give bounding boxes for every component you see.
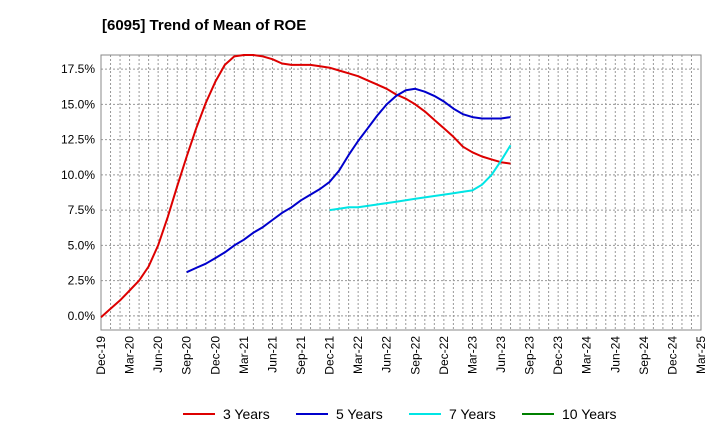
y-tick-label: 15.0% [61, 97, 95, 111]
x-tick-label: Jun-21 [265, 336, 279, 373]
legend-label: 7 Years [449, 406, 496, 422]
y-tick-label: 10.0% [61, 168, 95, 182]
y-tick-label: 0.0% [68, 309, 96, 323]
legend-item: 7 Years [409, 406, 496, 422]
x-tick-label: Sep-24 [637, 336, 651, 375]
y-axis-ticks: 0.0% 2.5% 5.0% 7.5% 10.0% 12.5% 15.0% 17.5% [61, 62, 95, 323]
x-tick-label: Sep-22 [408, 336, 422, 375]
y-tick-label: 17.5% [61, 62, 95, 76]
y-tick-label: 2.5% [68, 274, 96, 288]
x-tick-label: Sep-21 [294, 336, 308, 375]
x-tick-label: Dec-24 [665, 336, 679, 375]
chart-title: [6095] Trend of Mean of ROE [102, 17, 306, 34]
series-lines [100, 54, 512, 319]
x-tick-label: Mar-21 [237, 336, 251, 374]
legend-label: 10 Years [562, 406, 617, 422]
x-tick-label: Mar-23 [465, 336, 479, 374]
legend: 3 Years 5 Years 7 Years 10 Years [183, 406, 617, 422]
x-tick-label: Dec-23 [551, 336, 565, 375]
y-tick-label: 12.5% [61, 133, 95, 147]
y-tick-label: 7.5% [68, 203, 96, 217]
legend-item: 10 Years [522, 406, 617, 422]
x-tick-label: Mar-22 [351, 336, 365, 374]
legend-label: 3 Years [223, 406, 270, 422]
x-tick-label: Sep-20 [180, 336, 194, 375]
x-tick-label: Mar-20 [123, 336, 137, 374]
legend-item: 3 Years [183, 406, 270, 422]
x-tick-label: Dec-21 [323, 336, 337, 375]
x-tick-label: Jun-22 [380, 336, 394, 373]
x-tick-label: Jun-23 [494, 336, 508, 373]
y-tick-label: 5.0% [68, 238, 96, 252]
series-line [329, 144, 512, 212]
plot-frame [100, 54, 702, 331]
x-tick-label: Dec-19 [94, 336, 108, 375]
legend-item: 5 Years [296, 406, 383, 422]
x-tick-label: Dec-22 [437, 336, 451, 375]
x-tick-label: Sep-23 [523, 336, 537, 375]
series-line [186, 87, 511, 274]
x-tick-label: Jun-24 [608, 336, 622, 373]
x-tick-label: Dec-20 [208, 336, 222, 375]
x-tick-label: Jun-20 [151, 336, 165, 373]
x-axis-ticks: Dec-19 Mar-20 Jun-20 Sep-20 Dec-20 Mar-21 Jun-… [94, 336, 708, 375]
x-tick-label: Mar-25 [694, 336, 708, 374]
grid [100, 55, 702, 330]
x-tick-label: Mar-24 [580, 336, 594, 374]
legend-label: 5 Years [336, 406, 383, 422]
series-line [100, 54, 511, 319]
